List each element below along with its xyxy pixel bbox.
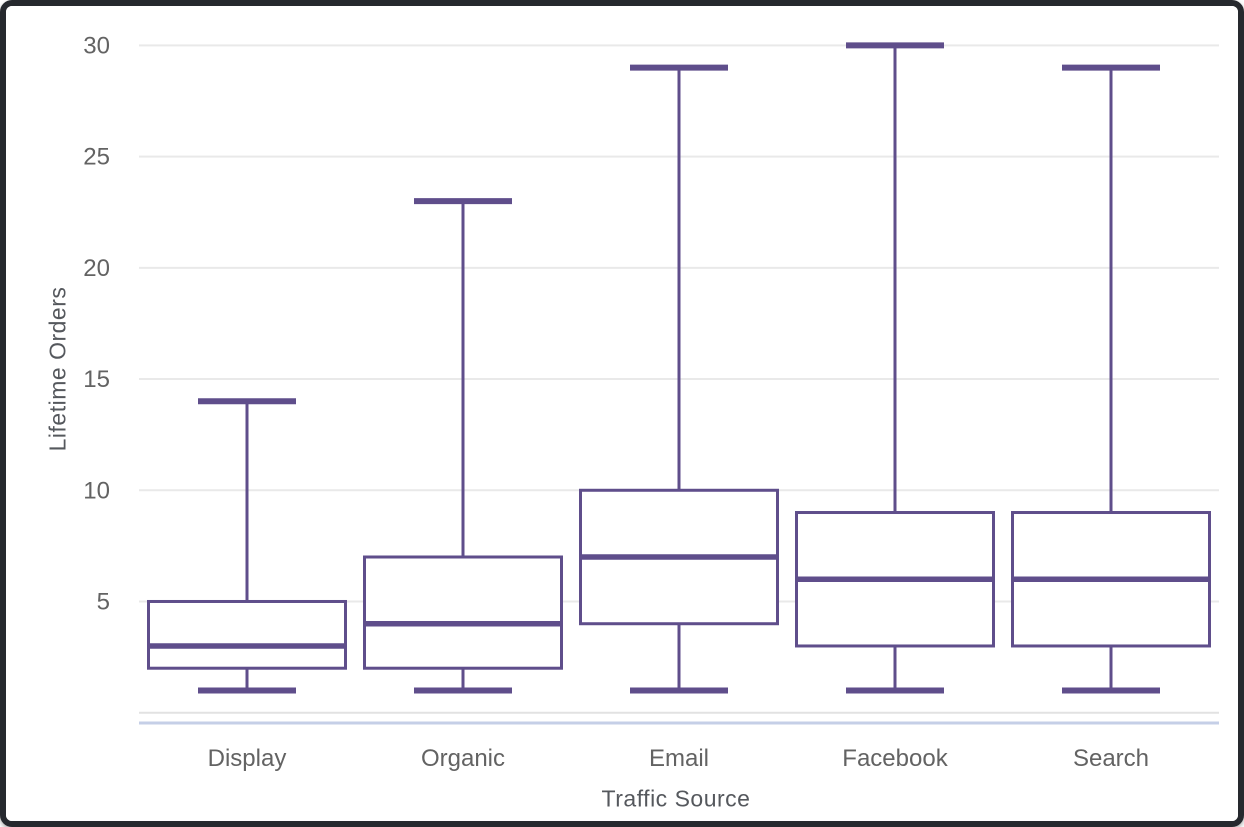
box-display[interactable] bbox=[147, 398, 347, 694]
y-axis-title: Lifetime Orders bbox=[44, 286, 71, 452]
y-tick-label: 10 bbox=[83, 477, 110, 504]
iqr-box bbox=[147, 599, 347, 670]
x-tick-label: Email bbox=[649, 745, 709, 772]
chart-canvas: 5 10 15 20 25 30 Display Organic Email Facebook Se… bbox=[6, 6, 1238, 821]
y-tick-label: 25 bbox=[83, 144, 110, 171]
box-facebook[interactable] bbox=[795, 42, 995, 694]
box-organic[interactable] bbox=[363, 198, 563, 694]
box-search[interactable] bbox=[1011, 64, 1211, 694]
x-tick-label: Organic bbox=[421, 745, 505, 772]
boxplot-chart: 5 10 15 20 25 30 Display Organic Email Facebook Se… bbox=[83, 32, 1219, 772]
x-tick-label: Search bbox=[1073, 745, 1149, 772]
x-tick-label: Facebook bbox=[842, 745, 948, 772]
y-tick-label: 20 bbox=[83, 255, 110, 282]
x-tick-label: Display bbox=[208, 745, 287, 772]
x-axis-title: Traffic Source bbox=[601, 785, 751, 812]
iqr-box bbox=[363, 555, 563, 670]
y-tick-label: 15 bbox=[83, 366, 110, 393]
box-email[interactable] bbox=[579, 64, 779, 694]
y-tick-label: 30 bbox=[83, 32, 110, 59]
y-tick-label: 5 bbox=[97, 588, 110, 615]
